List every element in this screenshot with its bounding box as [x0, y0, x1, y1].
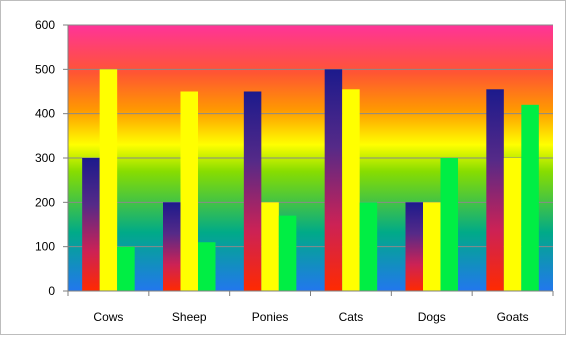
- x-tick-label: Dogs: [418, 310, 446, 324]
- bar-goats-series2: [503, 158, 522, 291]
- x-tick-label: Ponies: [252, 310, 289, 324]
- bar-sheep-series1: [163, 202, 181, 291]
- x-tick-label: Cats: [339, 310, 364, 324]
- bar-cows-series2: [99, 69, 118, 291]
- bar-cows-series1: [82, 158, 100, 291]
- y-tick-label: 600: [35, 18, 55, 32]
- bar-sheep-series3: [198, 242, 216, 291]
- y-tick-label: 500: [35, 62, 55, 76]
- bar-ponies-series3: [278, 215, 297, 291]
- bars: [82, 69, 539, 292]
- bar-chart: 0 100 200 300 400 500 600 Cows Sheep Ponies Cats D…: [35, 18, 554, 324]
- bar-ponies-series2: [261, 202, 279, 291]
- chart-frame: 0 100 200 300 400 500 600 Cows Sheep Ponies Cats D…: [0, 0, 566, 335]
- axes: [63, 24, 554, 296]
- gridlines: [68, 24, 553, 248]
- bar-ponies-series1: [243, 91, 262, 291]
- y-tick-label: 300: [35, 151, 55, 165]
- y-tick-label: 400: [35, 107, 55, 121]
- y-tick-label: 0: [48, 284, 55, 298]
- y-axis-tick-labels: 0 100 200 300 400 500 600: [35, 18, 55, 298]
- bar-goats-series3: [521, 104, 539, 291]
- bar-dogs-series2: [423, 202, 441, 291]
- y-tick-label: 100: [35, 240, 55, 254]
- bar-cats-series2: [342, 89, 360, 292]
- x-tick-label: Cows: [93, 310, 123, 324]
- x-tick-label: Sheep: [172, 310, 207, 324]
- bar-dogs-series1: [405, 202, 423, 291]
- bar-cats-series1: [324, 69, 343, 291]
- bar-dogs-series3: [440, 158, 458, 291]
- x-tick-label: Goats: [497, 310, 529, 324]
- bar-cats-series3: [359, 202, 378, 291]
- bar-sheep-series2: [180, 91, 198, 291]
- bar-goats-series1: [486, 89, 504, 292]
- y-tick-label: 200: [35, 195, 55, 209]
- bar-cows-series3: [117, 246, 135, 291]
- x-axis-tick-labels: Cows Sheep Ponies Cats Dogs Goats: [93, 310, 528, 324]
